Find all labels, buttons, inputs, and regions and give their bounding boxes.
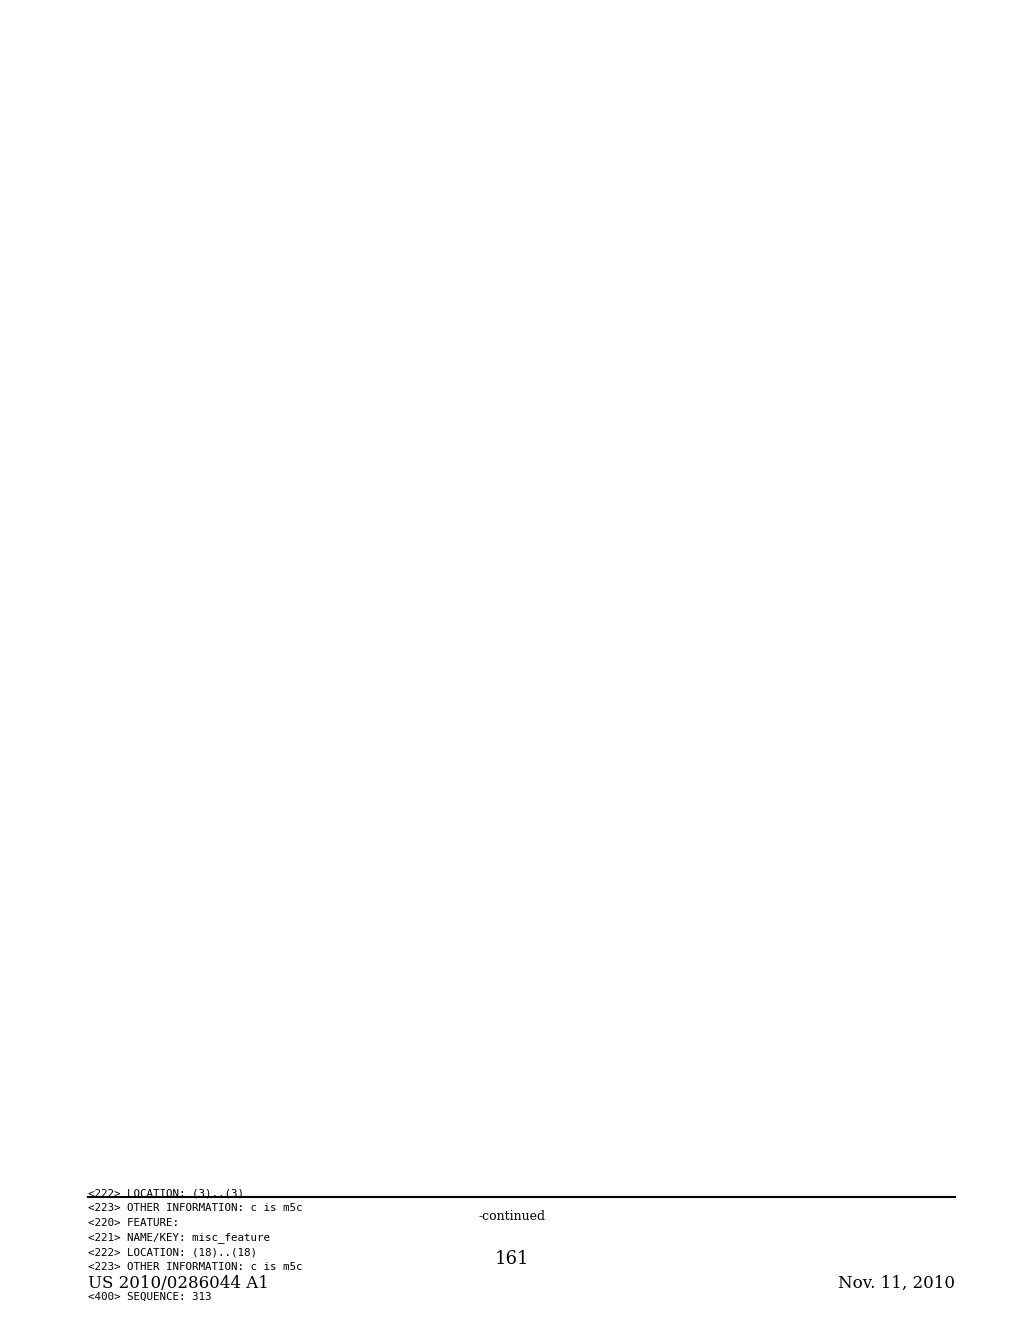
Text: Nov. 11, 2010: Nov. 11, 2010 bbox=[838, 1275, 955, 1292]
Text: <223> OTHER INFORMATION: c is m5c: <223> OTHER INFORMATION: c is m5c bbox=[88, 1203, 302, 1213]
Text: <221> NAME/KEY: misc_feature: <221> NAME/KEY: misc_feature bbox=[88, 1233, 270, 1243]
Text: 161: 161 bbox=[495, 1250, 529, 1269]
Text: <222> LOCATION: (3)..(3): <222> LOCATION: (3)..(3) bbox=[88, 1188, 244, 1199]
Text: <223> OTHER INFORMATION: c is m5c: <223> OTHER INFORMATION: c is m5c bbox=[88, 1262, 302, 1272]
Text: <220> FEATURE:: <220> FEATURE: bbox=[88, 1217, 179, 1228]
Text: <222> LOCATION: (18)..(18): <222> LOCATION: (18)..(18) bbox=[88, 1247, 257, 1257]
Text: <400> SEQUENCE: 313: <400> SEQUENCE: 313 bbox=[88, 1291, 212, 1302]
Text: US 2010/0286044 A1: US 2010/0286044 A1 bbox=[88, 1275, 269, 1292]
Text: -continued: -continued bbox=[478, 1210, 546, 1224]
